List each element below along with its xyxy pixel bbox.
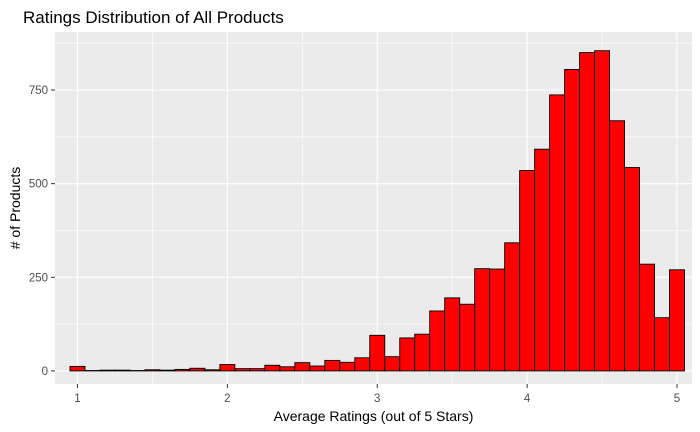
histogram-bar — [69, 365, 86, 372]
histogram-bar — [639, 263, 655, 372]
histogram-bar — [534, 148, 551, 372]
x-tick-label: 2 — [224, 393, 230, 405]
histogram-bar — [399, 337, 416, 372]
x-tick-label: 5 — [674, 393, 680, 405]
histogram-bar — [249, 368, 266, 372]
histogram-bar — [324, 359, 341, 372]
histogram-bar — [279, 366, 296, 372]
histogram-bar — [144, 369, 161, 372]
histogram-bar — [369, 334, 386, 372]
histogram-bar — [339, 361, 356, 372]
histogram-bar — [159, 369, 176, 372]
histogram-bar — [234, 368, 251, 372]
histogram-bar — [309, 365, 326, 372]
histogram-bar — [489, 268, 506, 372]
histogram-bar — [384, 356, 401, 372]
histogram-bar — [654, 317, 670, 372]
histogram-bar — [219, 364, 236, 372]
histogram-bar — [354, 357, 371, 372]
y-axis-title: # of Products — [7, 167, 23, 250]
histogram-bar — [564, 68, 581, 372]
histogram-bar — [609, 120, 626, 372]
x-tick-label: 3 — [374, 393, 380, 405]
y-tick-label: 250 — [29, 272, 48, 284]
histogram-bar — [414, 333, 431, 372]
histogram-bar — [519, 170, 536, 372]
histogram-bar — [549, 94, 566, 372]
histogram-bar — [444, 297, 461, 372]
histogram-bar — [669, 269, 685, 372]
histogram-bar — [459, 303, 476, 372]
histogram-bar — [204, 369, 221, 372]
histogram-bar — [594, 50, 611, 372]
histogram-bar — [474, 268, 491, 372]
chart-title: Ratings Distribution of All Products — [23, 8, 284, 27]
histogram-bar — [294, 362, 311, 372]
y-tick-label: 0 — [42, 366, 48, 378]
x-axis-title: Average Ratings (out of 5 Stars) — [274, 408, 474, 424]
axis-ticks: 1 2 3 4 5 0 250 500 750 — [29, 85, 680, 405]
x-tick-label: 1 — [74, 393, 80, 405]
y-tick-label: 500 — [29, 179, 48, 191]
histogram-bar — [189, 367, 206, 372]
x-tick-label: 4 — [524, 393, 531, 405]
histogram-bar — [429, 310, 446, 372]
histogram-bar — [264, 364, 281, 372]
y-tick-label: 750 — [29, 85, 48, 97]
histogram-bar — [99, 369, 116, 372]
histogram-bar — [579, 52, 596, 372]
histogram-bar — [504, 242, 521, 372]
histogram-bar — [114, 369, 131, 372]
histogram-bar — [624, 167, 640, 372]
histogram-bars — [69, 50, 685, 372]
histogram-bar — [174, 368, 191, 372]
